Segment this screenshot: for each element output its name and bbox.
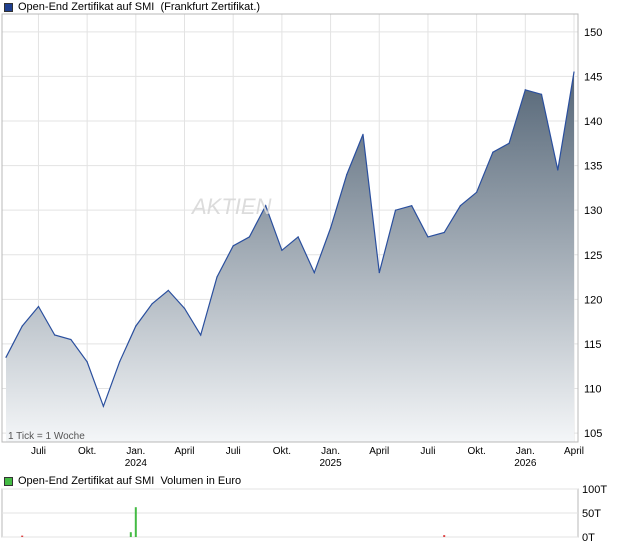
x-tick-label: April [175,446,195,457]
price-point [411,205,413,207]
x-tick-year: 2026 [514,458,537,469]
price-point [492,151,494,153]
price-point [427,236,429,238]
price-point [265,205,267,207]
y-tick-label: 140 [584,116,602,128]
price-point [346,173,348,176]
price-point [281,249,283,251]
volume-y-tick: 50T [582,508,601,520]
price-point [557,169,559,171]
price-legend-label: Open-End Zertifikat auf SMI (Frankfurt Z… [18,1,261,13]
x-tick-label: Okt. [78,446,96,457]
y-tick-label: 115 [584,339,602,351]
x-tick-label: Jan. [126,446,145,457]
price-point [119,361,121,363]
y-tick-label: 110 [584,384,602,396]
price-point [86,361,88,363]
tick-note: 1 Tick = 1 Woche [8,431,85,442]
x-tick-label: April [564,446,584,457]
x-tick-label: Juli [31,446,46,457]
volume-bar [134,507,137,537]
x-tick-year: 2024 [125,458,148,469]
x-tick-label: Jan. [516,446,535,457]
x-tick-label: Okt. [467,446,485,457]
volume-legend: Open-End Zertifikat auf SMI Volumen in E… [2,474,241,488]
price-point [200,334,202,336]
price-point [443,231,445,234]
watermark-text: AKTIEN [190,194,272,219]
y-tick-label: 135 [584,161,602,173]
price-point [540,93,543,95]
price-point [459,205,461,207]
price-point [183,307,186,309]
volume-bar [21,535,24,537]
x-tick-label: Jan. [321,446,340,457]
price-point [102,405,104,407]
price-point [54,334,56,336]
price-legend-swatch [4,2,13,12]
x-tick-year: 2025 [319,458,342,469]
price-point [394,209,397,211]
price-point [216,276,218,278]
x-tick-label: Okt. [273,446,291,457]
price-point [508,142,510,144]
plot-frame [1,13,579,443]
y-tick-label: 125 [584,250,602,262]
price-point [232,245,234,247]
price-point [37,305,40,308]
volume-bar [443,535,446,537]
price-point [135,325,137,327]
price-point [313,272,315,274]
x-tick-label: Juli [420,446,435,457]
y-tick-label: 120 [584,294,602,306]
x-tick-label: April [369,446,389,457]
price-point [524,89,526,91]
price-point [151,303,153,305]
x-tick-label: Juli [226,446,241,457]
price-point [21,325,23,327]
price-point [297,236,299,238]
price-point [476,191,478,193]
volume-y-tick: 0T [582,532,595,544]
volume-legend-swatch [4,476,13,486]
price-legend: Open-End Zertifikat auf SMI (Frankfurt Z… [2,0,260,14]
price-point [70,338,72,341]
price-point [362,133,364,135]
price-point [5,356,7,358]
price-point [573,71,575,73]
price-point [248,236,250,238]
volume-legend-label: Open-End Zertifikat auf SMI Volumen in E… [18,475,242,487]
price-area-fill [6,72,574,442]
volume-bar [129,532,132,537]
y-tick-label: 150 [584,27,602,39]
volume-y-tick: 100T [582,484,607,496]
y-tick-label: 145 [584,71,602,83]
price-point [167,289,169,291]
price-series-line [5,71,575,409]
y-tick-label: 105 [584,428,602,440]
price-point [378,272,380,274]
price-point [330,227,332,229]
y-tick-label: 130 [584,205,602,217]
